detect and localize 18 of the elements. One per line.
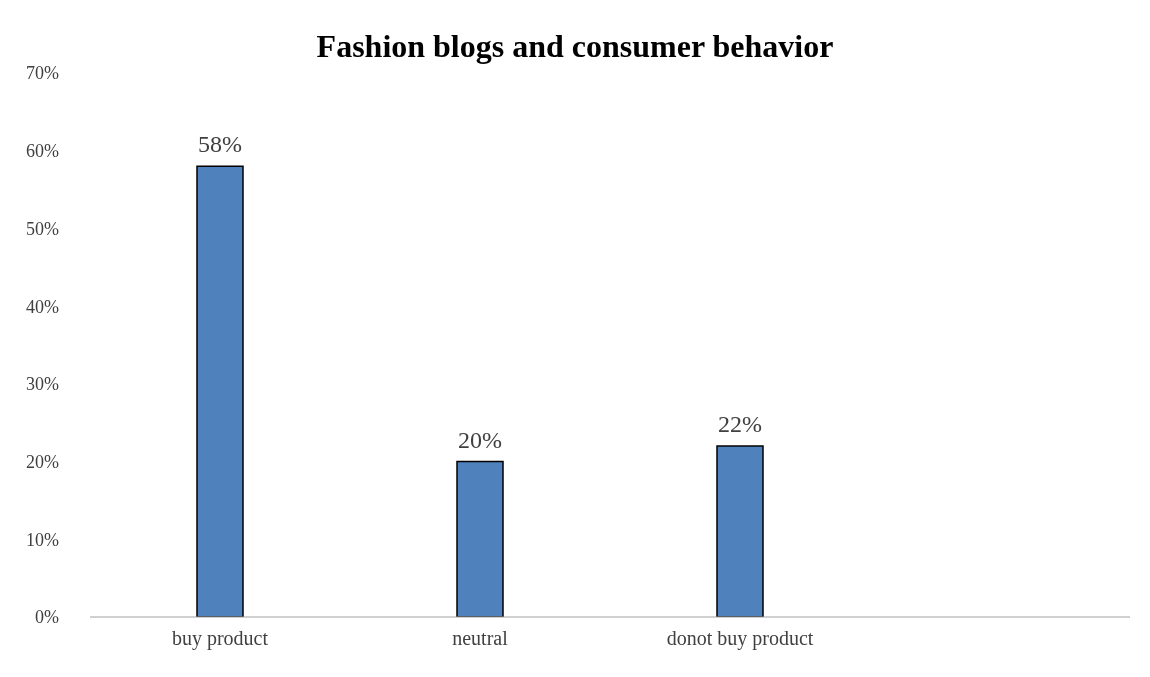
x-tick-label: buy product bbox=[171, 627, 269, 651]
y-tick-label: 30% bbox=[26, 374, 59, 395]
y-tick-label: 50% bbox=[26, 218, 59, 239]
bar bbox=[456, 460, 504, 617]
y-tick-label: 10% bbox=[26, 529, 59, 550]
y-tick-label: 60% bbox=[26, 141, 59, 162]
chart-title: Fashion blogs and consumer behavior bbox=[315, 28, 835, 65]
bar bbox=[716, 445, 764, 617]
y-tick-label: 20% bbox=[26, 451, 59, 472]
y-tick-label: 40% bbox=[26, 296, 59, 317]
bar bbox=[196, 165, 244, 617]
y-tick-label: 70% bbox=[26, 63, 59, 84]
x-tick-label: neutral bbox=[452, 627, 509, 650]
data-label: 20% bbox=[458, 426, 502, 453]
x-tick-label: donot buy product bbox=[666, 627, 814, 651]
data-label: 58% bbox=[198, 131, 242, 158]
y-tick-label: 0% bbox=[35, 607, 59, 628]
data-label: 22% bbox=[718, 411, 762, 438]
